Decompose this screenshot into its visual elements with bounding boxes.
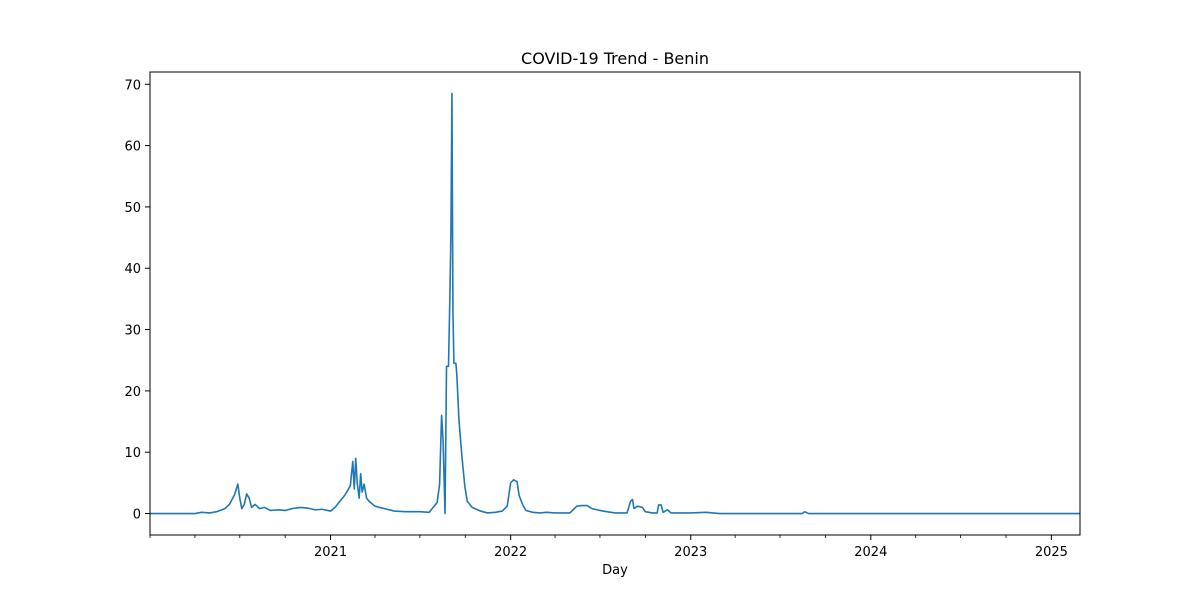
- x-tick-label: 2024: [854, 545, 887, 560]
- x-axis: 2021 2022 2023 2024 2025: [149, 535, 1068, 560]
- y-axis: 0 10 20 30 40 50 60 70: [124, 78, 150, 523]
- y-tick-label: 10: [124, 446, 141, 461]
- x-tick-label: 2021: [314, 545, 347, 560]
- y-tick-label: 60: [124, 140, 141, 155]
- plot-area: [149, 71, 1081, 536]
- series-line-0: [150, 92, 1080, 515]
- x-tick-label: 2022: [494, 545, 527, 560]
- x-axis-label: Day: [602, 563, 628, 578]
- x-tick-label: 2025: [1035, 545, 1068, 560]
- y-tick-label: 20: [124, 385, 141, 400]
- plot-frame: [149, 71, 1081, 536]
- y-tick-label: 0: [133, 508, 141, 523]
- y-tick-label: 70: [124, 78, 141, 93]
- y-tick-label: 50: [124, 201, 141, 216]
- y-tick-label: 40: [124, 262, 141, 277]
- x-tick-label: 2023: [674, 545, 707, 560]
- chart-title: COVID-19 Trend - Benin: [521, 49, 709, 68]
- y-tick-label: 30: [124, 324, 141, 339]
